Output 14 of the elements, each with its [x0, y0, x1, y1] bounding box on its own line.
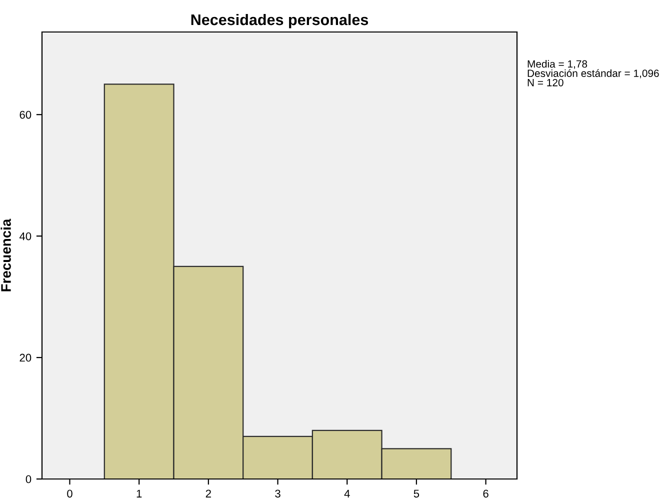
y-tick-label: 60 — [20, 110, 32, 119]
x-tick-label: 3 — [275, 490, 280, 498]
x-tick-label: 1 — [136, 490, 142, 498]
y-tick-label: 40 — [19, 232, 32, 240]
y-tick-label: 20 — [20, 354, 32, 362]
chart-title: Necesidades personales — [191, 14, 368, 28]
y-axis-title: Frecuencia — [0, 218, 11, 292]
x-tick-label: 0 — [67, 490, 72, 498]
x-tick-label: 2 — [206, 490, 211, 498]
x-tick-label: 6 — [483, 490, 488, 498]
x-tick-label: 5 — [414, 490, 420, 498]
x-tick-label: 4 — [344, 490, 350, 498]
text: Media = 1,78 Desviación estándar = 1,096 N = 120 — [528, 60, 659, 86]
y-tick-label: 0 — [26, 475, 32, 484]
